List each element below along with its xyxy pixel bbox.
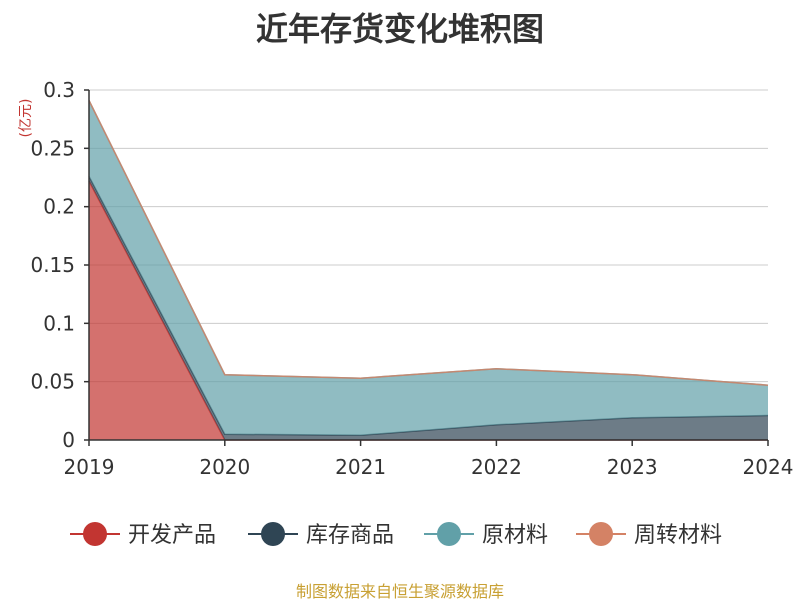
legend-marker: [589, 522, 613, 546]
legend-label: 原材料: [482, 523, 548, 548]
y-tick-label: 0.2: [43, 195, 75, 219]
data-source-note: 制图数据来自恒生聚源数据库: [295, 582, 504, 601]
y-tick-label: 0.3: [43, 78, 75, 102]
series-area: [89, 100, 768, 436]
y-axis-label: (亿元): [18, 99, 34, 138]
series-line: [88, 100, 769, 386]
chart-title: 近年存货变化堆积图: [255, 10, 544, 48]
legend-marker: [261, 522, 285, 546]
x-tick-label: 2023: [607, 455, 658, 479]
legend-marker: [83, 522, 107, 546]
y-tick-label: 0.05: [30, 370, 75, 394]
legend-label: 周转材料: [634, 523, 722, 548]
x-tick-label: 2022: [471, 455, 522, 479]
y-tick-label: 0.1: [43, 311, 75, 335]
series-area: [89, 181, 768, 440]
x-tick-label: 2021: [335, 455, 386, 479]
x-tick-label: 2020: [199, 455, 250, 479]
x-tick-label: 2019: [64, 455, 115, 479]
legend-label: 库存商品: [306, 523, 394, 548]
y-tick-label: 0.25: [30, 136, 75, 160]
legend-marker: [437, 522, 461, 546]
legend-label: 开发产品: [128, 523, 216, 548]
x-tick-label: 2024: [743, 455, 794, 479]
y-tick-label: 0.15: [30, 253, 75, 277]
y-tick-label: 0: [62, 428, 75, 452]
